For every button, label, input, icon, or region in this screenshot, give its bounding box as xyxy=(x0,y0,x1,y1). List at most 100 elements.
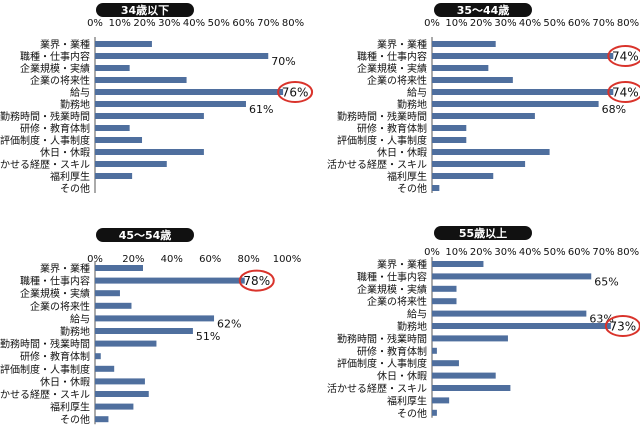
x-tick-label: 10% xyxy=(109,18,131,29)
category-label: その他 xyxy=(60,413,90,426)
x-tick-label: 80% xyxy=(617,18,639,29)
bar xyxy=(95,53,269,59)
bar xyxy=(432,53,614,59)
category-label: 勤務地 xyxy=(60,325,90,338)
bar xyxy=(432,161,526,167)
category-label: 休日・休暇 xyxy=(40,376,90,388)
x-tick-label: 100% xyxy=(273,254,302,265)
bar xyxy=(432,125,467,131)
bar xyxy=(432,360,459,367)
category-label: 給与 xyxy=(407,86,427,99)
x-tick-label: 60% xyxy=(568,18,590,29)
category-label: 勤務時間・残業時間 xyxy=(0,110,90,123)
category-label: 研修・教育体制 xyxy=(20,350,90,363)
bar xyxy=(95,149,204,155)
bar xyxy=(432,310,587,317)
x-tick-label: 0% xyxy=(87,18,103,29)
bar xyxy=(95,113,204,119)
x-tick-label: 60% xyxy=(568,247,590,258)
x-tick-label: 40% xyxy=(183,18,205,29)
bar xyxy=(432,372,496,379)
category-label: 職種・仕事内容 xyxy=(357,270,427,283)
category-label: 勤務地 xyxy=(60,98,90,111)
category-label: 福利厚生 xyxy=(387,170,427,183)
data-label: 74% xyxy=(612,50,639,64)
bar xyxy=(432,137,467,143)
bar xyxy=(95,77,187,83)
category-label: 研修・教育体制 xyxy=(357,122,427,135)
x-tick-label: 70% xyxy=(257,18,279,29)
bar xyxy=(95,302,132,309)
category-label: 研修・教育体制 xyxy=(357,345,427,358)
category-label: 評価制度・人事制度 xyxy=(337,357,427,370)
x-tick-label: 10% xyxy=(445,247,467,258)
bar xyxy=(432,101,599,107)
data-label: 61% xyxy=(249,103,273,116)
category-label: その他 xyxy=(60,182,90,195)
bar xyxy=(432,385,511,391)
category-label: 企業の将来性 xyxy=(30,300,90,313)
x-tick-label: 80% xyxy=(282,18,304,29)
bar xyxy=(432,323,611,329)
x-tick-label: 60% xyxy=(199,254,221,265)
category-label: 給与 xyxy=(70,86,90,99)
bar xyxy=(95,41,152,47)
bar xyxy=(95,161,167,167)
bar xyxy=(432,335,508,342)
category-label: 休日・休暇 xyxy=(377,147,427,159)
chart-title-badge xyxy=(434,226,532,240)
bar xyxy=(95,353,101,360)
data-label: 65% xyxy=(594,275,618,288)
bar xyxy=(432,113,535,119)
x-tick-label: 0% xyxy=(424,247,440,258)
chart-title: 35～44歳 xyxy=(457,3,510,17)
chart-title: 55歳以上 xyxy=(459,226,507,240)
category-label: 業界・業種 xyxy=(377,38,427,51)
bar xyxy=(95,416,109,423)
category-label: 評価制度・人事制度 xyxy=(0,134,90,147)
bar xyxy=(432,185,440,191)
chart-title-badge xyxy=(434,3,532,17)
category-label: 企業の将来性 xyxy=(30,74,90,87)
highlight-circle xyxy=(607,81,640,103)
category-label: 企業規模・実績 xyxy=(20,287,90,300)
x-tick-label: 20% xyxy=(470,247,492,258)
x-tick-label: 0% xyxy=(87,254,103,265)
x-tick-label: 30% xyxy=(494,247,516,258)
chart-title: 45～54歳 xyxy=(119,228,172,242)
bar xyxy=(432,65,489,71)
x-tick-label: 80% xyxy=(237,254,259,265)
bar xyxy=(432,298,457,305)
bar xyxy=(432,409,437,416)
bar xyxy=(432,173,494,179)
category-label: 給与 xyxy=(70,312,90,325)
category-label: その他 xyxy=(397,182,427,195)
chart-title: 34歳以下 xyxy=(121,3,169,17)
data-label: 62% xyxy=(217,317,241,330)
category-label: 活かせる経歴・スキル xyxy=(0,388,90,401)
data-label: 74% xyxy=(612,86,639,100)
category-label: 企業規模・実績 xyxy=(357,62,427,75)
bar xyxy=(432,285,457,292)
category-label: 評価制度・人事制度 xyxy=(337,134,427,147)
bar xyxy=(95,328,193,334)
category-label: 福利厚生 xyxy=(50,170,90,183)
highlight-circle xyxy=(238,269,275,292)
bar xyxy=(95,365,115,372)
x-tick-label: 0% xyxy=(424,18,440,29)
bar xyxy=(432,273,592,280)
category-label: 企業の将来性 xyxy=(367,74,427,87)
category-label: 活かせる経歴・スキル xyxy=(327,158,427,171)
x-tick-label: 70% xyxy=(592,18,614,29)
x-tick-label: 20% xyxy=(122,254,144,265)
data-label: 78% xyxy=(243,274,270,288)
category-label: 勤務時間・残業時間 xyxy=(337,110,427,123)
category-label: 給与 xyxy=(407,308,427,321)
bar xyxy=(432,77,513,83)
bar xyxy=(95,378,145,385)
category-label: 職種・仕事内容 xyxy=(20,50,90,63)
bar xyxy=(95,137,143,143)
category-label: 勤務時間・残業時間 xyxy=(0,338,90,351)
category-label: 勤務地 xyxy=(397,98,427,111)
